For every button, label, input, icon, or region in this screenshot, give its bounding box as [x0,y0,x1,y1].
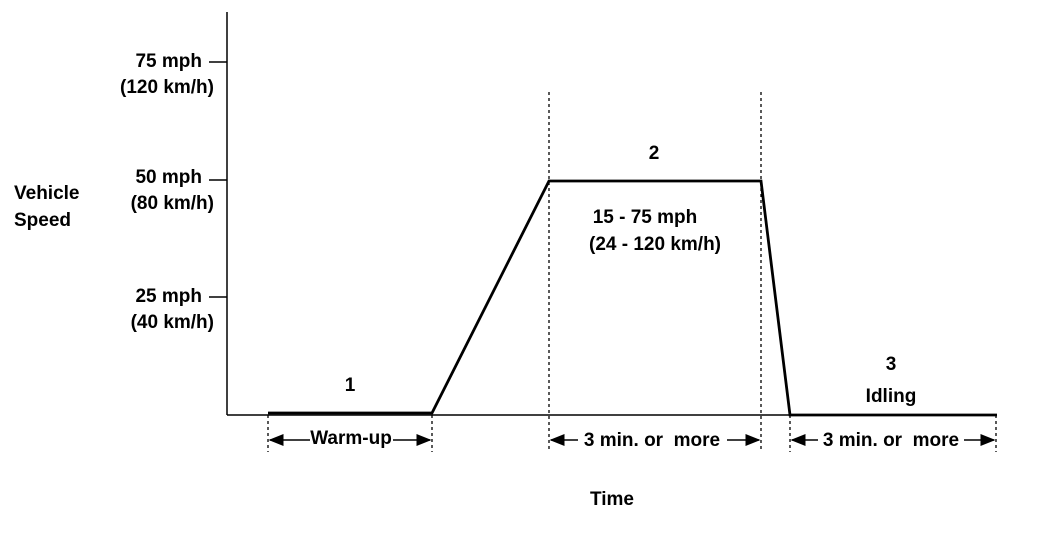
tick-label: 75 mph [135,51,202,72]
axis-label: Speed [14,210,71,231]
tick-label: (120 km/h) [120,77,214,98]
tick-label: (40 km/h) [131,312,214,333]
duration: 3 min. or more [823,430,959,451]
axis-label: Vehicle [14,183,80,204]
tick-label: 50 mph [135,167,202,188]
speed-profile [268,179,997,417]
phase-number: 2 [649,143,660,164]
duration: Warm-up [310,428,392,449]
phase-number: 3 [886,354,897,375]
phase-number: 1 [345,375,356,396]
tick-label: (80 km/h) [131,193,214,214]
axis-label: Time [590,489,634,510]
speed-range: 15 - 75 mph [593,207,698,228]
tick-label: 25 mph [135,286,202,307]
guides [267,92,997,452]
speed-range: (24 - 120 km/h) [589,234,721,255]
duration: 3 min. or more [584,430,720,451]
phase-name: Idling [866,386,917,407]
